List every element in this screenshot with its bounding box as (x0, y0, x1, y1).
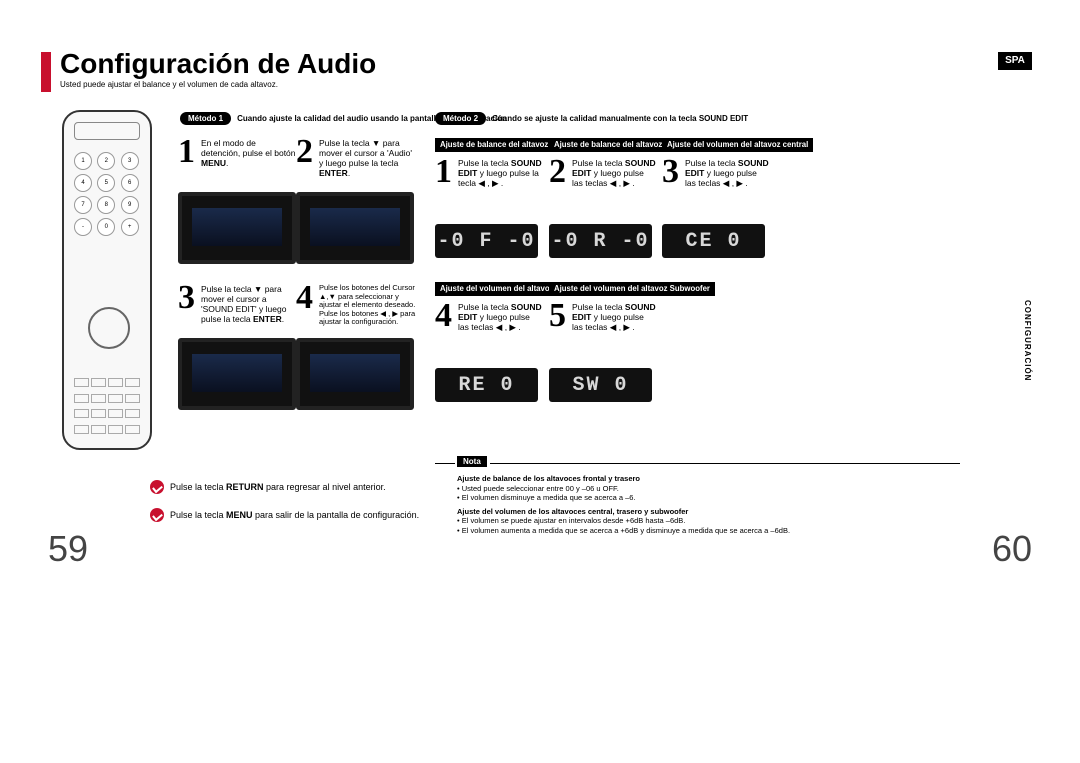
step-text: Pulse la tecla SOUND EDIT y luego pulse … (572, 158, 657, 188)
step-number: 3 (178, 284, 195, 312)
led-front: -0 F -0 (435, 224, 538, 258)
led-sw: SW 0 (549, 368, 652, 402)
m2-step3: 3 Pulse la tecla SOUND EDIT y luego puls… (662, 158, 770, 188)
tv-screenshot (296, 338, 414, 410)
return-text: Pulse la tecla RETURN para regresar al n… (170, 482, 386, 492)
page-number-left: 59 (48, 528, 88, 570)
step-text: En el modo de detención, pulse el botón … (201, 138, 296, 168)
nota-content: Ajuste de balance de los altavoces front… (457, 474, 967, 535)
step-text: Pulse la tecla SOUND EDIT y luego pulse … (458, 302, 543, 332)
step-number: 3 (662, 158, 679, 186)
step-number: 4 (296, 284, 313, 312)
m2-step2: 2 Pulse la tecla SOUND EDIT y luego puls… (549, 158, 657, 188)
m2-step1: 1 Pulse la tecla SOUND EDIT y luego puls… (435, 158, 543, 188)
nota-rule (435, 463, 455, 464)
step-text: Pulse la tecla SOUND EDIT y luego pulse … (685, 158, 770, 188)
step-number: 4 (435, 302, 452, 330)
nota-heading1: Ajuste de balance de los altavoces front… (457, 474, 967, 484)
step-number: 2 (549, 158, 566, 186)
method2-pill: Método 2 (435, 112, 486, 125)
led-rear: -0 R -0 (549, 224, 652, 258)
nota-rule (490, 463, 960, 464)
page-number-right: 60 (992, 528, 1032, 570)
tv-screenshot (296, 192, 414, 264)
language-badge: SPA (998, 52, 1032, 70)
nota-bullet: • El volumen se puede ajustar en interva… (457, 516, 967, 526)
step-text: Pulse la tecla ▼ para mover el cursor a … (201, 284, 296, 324)
m1-step2: 2 Pulse la tecla ▼ para mover el cursor … (296, 138, 414, 178)
bullet-icon (150, 480, 164, 494)
m1-step3: 3 Pulse la tecla ▼ para mover el cursor … (178, 284, 296, 324)
m2-step5: 5 Pulse la tecla SOUND EDIT y luego puls… (549, 302, 657, 332)
step-number: 1 (435, 158, 452, 186)
return-line: Pulse la tecla RETURN para regresar al n… (150, 480, 386, 494)
title-accent-bar (41, 52, 51, 92)
method2-text: Cuando se ajuste la calidad manualmente … (492, 114, 748, 123)
nota-heading2: Ajuste del volumen de los altavoces cent… (457, 507, 967, 517)
menu-line: Pulse la tecla MENU para salir de la pan… (150, 508, 419, 522)
page-subtitle: Usted puede ajustar el balance y el volu… (60, 80, 278, 89)
remote-control-diagram: 123 456 789 -0+ (62, 110, 152, 450)
step-text: Pulse la tecla SOUND EDIT y luego pulse … (458, 158, 543, 188)
nota-badge: Nota (457, 456, 487, 467)
method1-pill: Método 1 (180, 112, 231, 125)
m1-step1: 1 En el modo de detención, pulse el botó… (178, 138, 296, 168)
tv-screenshot (178, 338, 296, 410)
side-tab-label: CONFIGURACIÓN (1023, 300, 1032, 381)
m2-step4: 4 Pulse la tecla SOUND EDIT y luego puls… (435, 302, 543, 332)
step-text: Pulse la tecla SOUND EDIT y luego pulse … (572, 302, 657, 332)
led-center: CE 0 (662, 224, 765, 258)
nota-bullet: • El volumen disminuye a medida que se a… (457, 493, 967, 503)
label-center-volume: Ajuste del volumen del altavoz central (662, 138, 813, 152)
led-rear-vol: RE 0 (435, 368, 538, 402)
step-number: 2 (296, 138, 313, 166)
step-number: 1 (178, 138, 195, 166)
nota-bullet: • El volumen aumenta a medida que se ace… (457, 526, 967, 536)
menu-text: Pulse la tecla MENU para salir de la pan… (170, 510, 419, 520)
step-number: 5 (549, 302, 566, 330)
method2-header: Método 2 Cuando se ajuste la calidad man… (435, 112, 748, 125)
label-subwoofer-volume: Ajuste del volumen del altavoz Subwoofer (549, 282, 715, 296)
bullet-icon (150, 508, 164, 522)
page-title: Configuración de Audio (60, 48, 376, 80)
step-text: Pulse la tecla ▼ para mover el cursor a … (319, 138, 414, 178)
step-text: Pulse los botones del Cursor ▲,▼ para se… (319, 284, 416, 327)
m1-step4: 4 Pulse los botones del Cursor ▲,▼ para … (296, 284, 416, 327)
tv-screenshot (178, 192, 296, 264)
nota-bullet: • Usted puede seleccionar entre 00 y –06… (457, 484, 967, 494)
